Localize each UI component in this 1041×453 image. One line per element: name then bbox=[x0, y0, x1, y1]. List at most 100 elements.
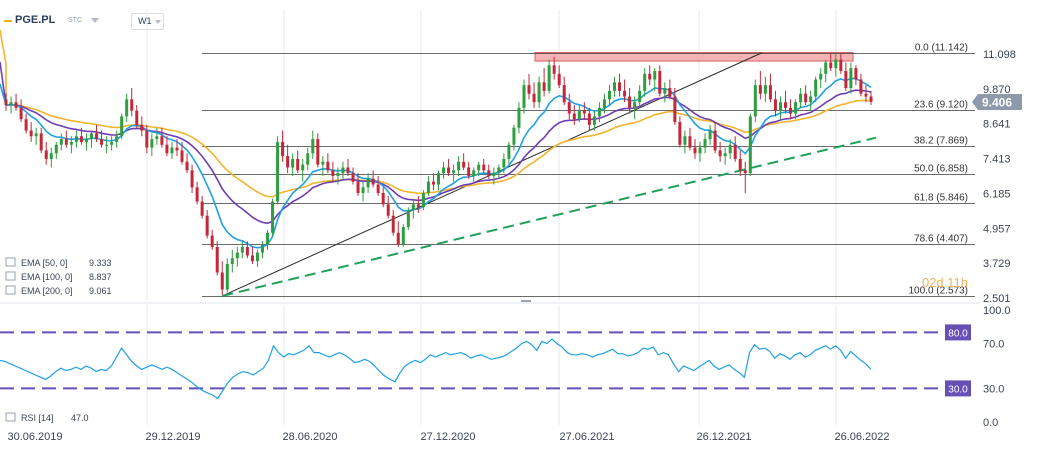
candle[interactable] bbox=[517, 102, 521, 134]
candle[interactable] bbox=[426, 175, 430, 196]
candle[interactable] bbox=[723, 147, 727, 165]
candle[interactable] bbox=[623, 79, 627, 103]
candle[interactable] bbox=[34, 127, 38, 145]
candle[interactable] bbox=[618, 73, 622, 97]
candle[interactable] bbox=[522, 79, 526, 114]
candle[interactable] bbox=[44, 141, 48, 165]
candle[interactable] bbox=[794, 99, 798, 120]
candle[interactable] bbox=[160, 127, 164, 148]
candle[interactable] bbox=[587, 107, 591, 131]
candle[interactable] bbox=[406, 207, 410, 230]
candle[interactable] bbox=[89, 130, 93, 148]
candle[interactable] bbox=[547, 59, 551, 94]
candle[interactable] bbox=[19, 99, 23, 123]
candle[interactable] bbox=[9, 96, 13, 114]
candle[interactable] bbox=[562, 76, 566, 106]
candle[interactable] bbox=[758, 70, 762, 100]
candle[interactable] bbox=[658, 65, 662, 97]
ema-100-line[interactable] bbox=[0, 61, 872, 225]
candle[interactable] bbox=[643, 68, 647, 97]
candle[interactable] bbox=[431, 173, 435, 191]
candle[interactable] bbox=[296, 150, 300, 174]
candle[interactable] bbox=[95, 124, 99, 142]
candle[interactable] bbox=[59, 133, 63, 151]
candle[interactable] bbox=[849, 62, 853, 94]
candle[interactable] bbox=[648, 65, 652, 86]
candle[interactable] bbox=[462, 153, 466, 171]
candle[interactable] bbox=[512, 124, 516, 151]
candle[interactable] bbox=[457, 156, 461, 176]
candle[interactable] bbox=[331, 161, 335, 182]
candle[interactable] bbox=[869, 90, 873, 106]
candle[interactable] bbox=[452, 164, 456, 182]
candle[interactable] bbox=[834, 53, 838, 77]
candle[interactable] bbox=[240, 241, 244, 259]
candle[interactable] bbox=[728, 139, 732, 159]
candle[interactable] bbox=[467, 161, 471, 179]
candle[interactable] bbox=[29, 122, 33, 142]
candle[interactable] bbox=[537, 76, 541, 108]
candle[interactable] bbox=[416, 195, 420, 213]
candle[interactable] bbox=[597, 102, 601, 123]
candle[interactable] bbox=[673, 88, 677, 125]
candle[interactable] bbox=[225, 258, 229, 293]
candle[interactable] bbox=[64, 130, 68, 148]
candle[interactable] bbox=[532, 82, 536, 108]
candle[interactable] bbox=[743, 161, 747, 194]
candle[interactable] bbox=[577, 105, 581, 123]
symbol-dropdown-icon[interactable] bbox=[91, 18, 99, 23]
candle[interactable] bbox=[341, 161, 345, 179]
candle[interactable] bbox=[39, 127, 43, 154]
candle[interactable] bbox=[145, 124, 149, 154]
candle[interactable] bbox=[155, 127, 159, 145]
candle[interactable] bbox=[150, 133, 154, 157]
candle[interactable] bbox=[477, 161, 481, 176]
candle[interactable] bbox=[804, 85, 808, 106]
candle[interactable] bbox=[215, 241, 219, 276]
candle[interactable] bbox=[250, 246, 254, 264]
candle[interactable] bbox=[748, 113, 752, 176]
candle[interactable] bbox=[316, 133, 320, 168]
candle[interactable] bbox=[125, 93, 129, 123]
candle[interactable] bbox=[74, 130, 78, 148]
candle[interactable] bbox=[829, 53, 833, 71]
trend-line-green-dashed[interactable] bbox=[222, 136, 877, 297]
candle[interactable] bbox=[245, 241, 249, 259]
candle[interactable] bbox=[492, 167, 496, 185]
candle[interactable] bbox=[115, 130, 119, 148]
candle[interactable] bbox=[542, 68, 546, 97]
candle[interactable] bbox=[220, 261, 224, 296]
candle[interactable] bbox=[613, 76, 617, 97]
candle[interactable] bbox=[411, 198, 415, 219]
candle[interactable] bbox=[708, 124, 712, 145]
candle[interactable] bbox=[472, 167, 476, 182]
candle[interactable] bbox=[839, 53, 843, 74]
candle[interactable] bbox=[271, 198, 275, 236]
candle[interactable] bbox=[683, 130, 687, 154]
candle[interactable] bbox=[814, 76, 818, 103]
candle[interactable] bbox=[200, 195, 204, 219]
candle[interactable] bbox=[120, 113, 124, 140]
candle[interactable] bbox=[130, 88, 134, 117]
candle[interactable] bbox=[753, 79, 757, 123]
indicator-settings-icon[interactable] bbox=[5, 257, 16, 267]
candle[interactable] bbox=[356, 173, 360, 196]
candle[interactable] bbox=[844, 62, 848, 91]
candle[interactable] bbox=[698, 141, 702, 162]
candle[interactable] bbox=[230, 249, 234, 273]
indicator-settings-icon[interactable] bbox=[5, 285, 16, 295]
candle[interactable] bbox=[195, 181, 199, 205]
candle[interactable] bbox=[79, 127, 83, 145]
candle[interactable] bbox=[602, 93, 606, 114]
candle[interactable] bbox=[864, 85, 868, 103]
candle[interactable] bbox=[180, 141, 184, 165]
rsi-line[interactable] bbox=[0, 338, 872, 400]
candle[interactable] bbox=[205, 210, 209, 239]
candle[interactable] bbox=[824, 59, 828, 83]
candle[interactable] bbox=[799, 88, 803, 108]
candle[interactable] bbox=[678, 116, 682, 148]
candle[interactable] bbox=[437, 170, 440, 191]
candle[interactable] bbox=[276, 136, 280, 205]
candle[interactable] bbox=[482, 158, 486, 174]
candle[interactable] bbox=[255, 249, 259, 267]
